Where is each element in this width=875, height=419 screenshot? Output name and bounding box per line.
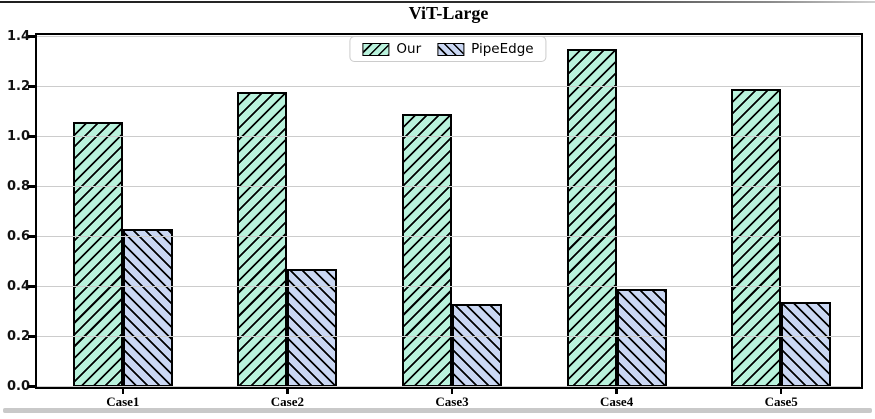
our-swatch-icon <box>362 42 390 56</box>
pipeedge-swatch-icon <box>437 42 465 56</box>
gridline-0.0 <box>37 385 860 388</box>
y-tick-label-0.4: 0.4 <box>6 278 30 294</box>
gridline-1.0 <box>37 135 860 138</box>
x-tick-mark <box>450 389 454 394</box>
y-tick-label-0.2: 0.2 <box>6 328 30 344</box>
y-tick-mark <box>28 85 35 88</box>
gridline-0.6 <box>37 235 860 238</box>
legend-label-pipeedge: PipeEdge <box>471 41 534 57</box>
x-tick-mark <box>121 389 125 394</box>
y-tick-mark <box>28 135 35 138</box>
y-tick-label-1.2: 1.2 <box>6 78 30 94</box>
chart-title: ViT-Large <box>408 3 489 23</box>
x-tick-label-case5: Case5 <box>764 394 798 409</box>
gridline-0.2 <box>37 335 860 338</box>
bar-our-case3 <box>402 114 452 387</box>
bottom-rule <box>3 408 872 413</box>
y-tick-mark <box>28 385 35 388</box>
y-tick-label-1.0: 1.0 <box>6 128 30 144</box>
y-tick-mark <box>28 185 35 188</box>
y-tick-label-0.8: 0.8 <box>6 178 30 194</box>
bar-our-case5 <box>731 89 782 387</box>
bar-pipeedge-case3 <box>452 304 502 387</box>
y-tick-label-0.0: 0.0 <box>6 378 30 394</box>
y-tick-mark <box>28 35 35 38</box>
gridline-0.8 <box>37 185 860 188</box>
x-tick-label-case2: Case2 <box>270 394 304 409</box>
gridline-0.4 <box>37 285 860 288</box>
bar-our-case4 <box>566 49 617 387</box>
bar-our-case2 <box>237 91 288 387</box>
legend-entry-our: Our <box>362 41 421 57</box>
x-tick-label-case3: Case3 <box>435 394 469 409</box>
bar-pipeedge-case1 <box>122 229 173 387</box>
x-tick-label-case4: Case4 <box>599 394 634 409</box>
x-tick-mark <box>615 389 618 394</box>
bar-our-case1 <box>72 121 123 387</box>
x-tick-mark <box>779 389 783 394</box>
top-rule <box>0 1 875 3</box>
y-tick-mark <box>28 285 35 288</box>
legend: Our PipeEdge <box>349 36 547 62</box>
gridline-1.2 <box>37 85 860 88</box>
bar-pipeedge-case5 <box>781 301 832 387</box>
x-tick-mark <box>286 389 289 394</box>
y-tick-mark <box>28 235 35 238</box>
y-tick-label-1.4: 1.4 <box>6 28 30 44</box>
legend-entry-pipeedge: PipeEdge <box>437 41 534 57</box>
bar-pipeedge-case2 <box>287 269 338 387</box>
x-tick-label-case1: Case1 <box>106 394 140 409</box>
legend-label-our: Our <box>396 41 422 57</box>
y-tick-label-0.6: 0.6 <box>6 228 30 244</box>
bar-pipeedge-case4 <box>616 289 667 387</box>
y-tick-mark <box>28 335 35 338</box>
